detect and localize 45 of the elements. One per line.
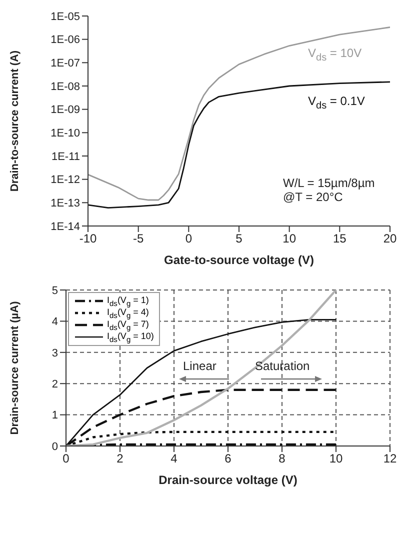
y-tick-label: 1E-12 — [50, 174, 80, 186]
series-label: V$_{ds}$ = 0.1V — [308, 94, 365, 112]
x-tick-label: 15 — [332, 232, 347, 246]
y-tick-label: 1E-13 — [50, 198, 80, 210]
legend-label: I$_{ds}$(V$_{g}$ = 10) — [107, 330, 154, 344]
legend-label: I$_{ds}$(V$_{g}$ = 1) — [107, 294, 149, 308]
y-tick-label: 1 — [52, 410, 58, 422]
x-tick-label: 12 — [383, 452, 397, 466]
x-tick-label: 10 — [282, 232, 296, 246]
y-tick-label: 3 — [52, 347, 58, 360]
annotation: @T = 20°C — [283, 190, 344, 204]
x-tick-label: 5 — [236, 232, 243, 246]
x-tick-label: 10 — [329, 452, 343, 466]
legend-label: I$_{ds}$(V$_{g}$ = 4) — [107, 306, 149, 320]
annotation: Linear — [183, 359, 216, 373]
y-axis-title: Drain-to-source current (A) — [8, 50, 21, 192]
y-axis-title: Drain-source current (µA) — [8, 300, 21, 435]
y-tick-label: 1E-06 — [50, 34, 80, 46]
x-tick-label: 2 — [116, 452, 124, 466]
x-tick-label: 20 — [383, 232, 397, 246]
y-tick-label: 4 — [52, 316, 58, 328]
y-tick-label: 2 — [52, 378, 58, 391]
line-series — [88, 26, 390, 201]
legend-label: I$_{ds}$(V$_{g}$ = 7) — [107, 318, 149, 332]
y-tick-label: 1E-11 — [51, 150, 80, 163]
line-series — [88, 81, 390, 209]
y-tick-label: 5 — [52, 284, 58, 297]
x-tick-label: -5 — [132, 232, 144, 246]
x-tick-label: -10 — [79, 232, 97, 246]
x-axis-title: Gate-to-source voltage (V) — [164, 253, 314, 267]
y-tick-label: 0 — [52, 440, 58, 453]
x-tick-label: 4 — [170, 452, 178, 466]
annotation: Saturation — [255, 359, 310, 373]
y-tick-label: 1E-05 — [50, 10, 80, 23]
y-tick-label: 1E-09 — [50, 104, 80, 116]
x-tick-label: 6 — [224, 452, 232, 466]
x-tick-label: 0 — [185, 232, 192, 246]
y-tick-label: 1E-07 — [50, 58, 80, 70]
y-tick-label: 1E-08 — [50, 80, 80, 93]
y-tick-label: 1E-14 — [50, 220, 80, 233]
x-axis-title: Drain-source voltage (V) — [158, 473, 298, 487]
annotation: W/L = 15µm/8µm — [283, 176, 375, 190]
y-tick-label: 1E-10 — [50, 128, 80, 140]
x-tick-label: 8 — [278, 452, 286, 466]
series-label: V$_{ds}$ = 10V — [308, 46, 362, 64]
